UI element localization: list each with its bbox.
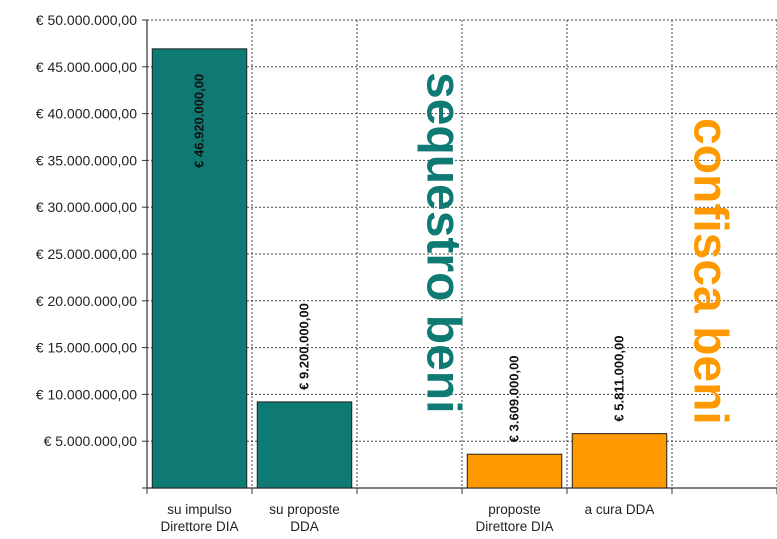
grid-lines (147, 19, 777, 488)
y-tick-label: € 50.000.000,00 (36, 12, 137, 28)
annotation-confisca: confisca beni (684, 118, 737, 425)
x-category-label: Direttore DIA (475, 519, 553, 534)
data-label: € 3.609.000,00 (507, 355, 522, 442)
annotation-sequestro: sequestro beni (417, 72, 470, 413)
bars (151, 48, 668, 489)
y-tick-label: € 10.000.000,00 (36, 386, 137, 402)
bar (571, 433, 668, 489)
y-axis-tick-labels: € 5.000.000,00 € 10.000.000,00 € 15.000.00… (36, 12, 137, 449)
y-tick-label: € 20.000.000,00 (36, 293, 137, 309)
y-tick-label: € 15.000.000,00 (36, 340, 137, 356)
bar (256, 401, 353, 489)
x-axis-category-labels: su impulso Direttore DIA su proposte DDA pro… (160, 502, 654, 534)
x-category-label: a cura DDA (585, 502, 655, 517)
data-labels: € 46.920.000,00 € 9.200.000,00 € 3.609.000… (192, 74, 627, 442)
y-tick-label: € 45.000.000,00 (36, 59, 137, 75)
x-category-label: DDA (290, 519, 319, 534)
y-tick-label: € 25.000.000,00 (36, 246, 137, 262)
y-tick-label: € 30.000.000,00 (36, 199, 137, 215)
x-category-label: proposte (488, 502, 541, 517)
annotations: sequestro beni confisca beni (417, 72, 737, 425)
bar (466, 453, 563, 489)
y-tick-label: € 35.000.000,00 (36, 152, 137, 168)
data-label: € 9.200.000,00 (297, 303, 312, 390)
y-tick-label: € 5.000.000,00 (44, 433, 138, 449)
data-label: € 46.920.000,00 (192, 74, 207, 168)
x-category-label: su proposte (269, 502, 340, 517)
y-tick-label: € 40.000.000,00 (36, 106, 137, 122)
data-label: € 5.811.000,00 (612, 336, 627, 422)
bar (151, 48, 248, 489)
axes (142, 19, 777, 494)
x-category-label: Direttore DIA (160, 519, 238, 534)
x-category-label: su impulso (167, 502, 232, 517)
